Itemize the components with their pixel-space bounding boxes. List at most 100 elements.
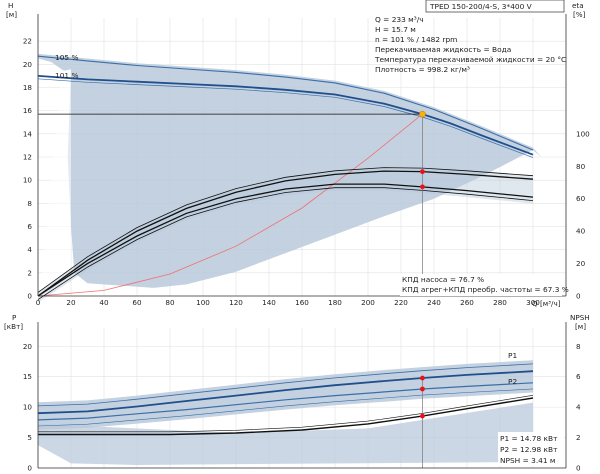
npsh-upper-curve bbox=[38, 395, 534, 433]
flow-tick-label: 120 bbox=[229, 298, 243, 307]
curve-label-105: 105 % bbox=[55, 53, 78, 62]
power-values: P1 = 14.78 кВт P2 = 12.98 кВт NPSH = 3.4… bbox=[498, 432, 564, 466]
head-curve-105 bbox=[37, 55, 534, 151]
info-temperature: Температура перекачиваемой жидкости = 20… bbox=[374, 55, 566, 64]
efficiency-operating-envelope bbox=[38, 167, 533, 303]
flow-tick-label: 140 bbox=[262, 298, 276, 307]
power-npsh-panel: 0 5 10 15 20 0 2 4 6 8 P [кВт] NPSH [м] P1 P2 P1 … bbox=[4, 313, 590, 473]
flow-tick-label: 260 bbox=[460, 298, 474, 307]
eta-tick-label: 0 bbox=[576, 292, 581, 301]
flow-tick-label: 160 bbox=[295, 298, 309, 307]
npsh-tick-label: 2 bbox=[576, 433, 581, 442]
power-tick-label: 5 bbox=[27, 433, 32, 442]
efficiency-annotations: КПД насоса = 76.7 % КПД агрег+КПД преобр… bbox=[400, 274, 569, 296]
p1-duty-point bbox=[420, 375, 425, 381]
p2-duty-point bbox=[420, 386, 425, 392]
flow-tick-label: 300 bbox=[526, 298, 540, 307]
info-flow: Q = 233 м³/ч bbox=[375, 15, 424, 24]
power-tick-label: 10 bbox=[23, 403, 33, 412]
efficiency-range-area bbox=[38, 167, 533, 303]
efficiency-curve bbox=[37, 187, 534, 300]
pump-efficiency-label: КПД насоса = 76.7 % bbox=[402, 275, 484, 284]
eta-tick-label: 40 bbox=[576, 227, 586, 236]
pump-efficiency-point bbox=[420, 169, 425, 175]
flow-tick-label: 80 bbox=[165, 298, 175, 307]
flow-tick-label: 0 bbox=[36, 298, 41, 307]
operating-info: Q = 233 м³/ч H = 15.7 м n = 101 % / 1482… bbox=[374, 15, 566, 74]
power-curves bbox=[37, 363, 534, 436]
head-tick-label: 18 bbox=[23, 83, 33, 92]
power-chart-axes bbox=[37, 322, 567, 469]
head-tick-label: 10 bbox=[23, 176, 33, 185]
head-tick-label: 22 bbox=[23, 37, 32, 46]
p2-value: P2 = 12.98 кВт bbox=[500, 445, 558, 454]
p1-curve bbox=[37, 370, 534, 415]
npsh-axis-symbol: NPSH bbox=[570, 313, 590, 322]
npsh-duty-point bbox=[420, 413, 425, 419]
p2-lower-curve bbox=[37, 388, 534, 427]
system-curve bbox=[37, 113, 423, 297]
npsh-tick-label: 0 bbox=[576, 464, 581, 473]
efficiency-curve bbox=[37, 183, 534, 297]
eta-tick-label: 60 bbox=[576, 194, 586, 203]
head-tick-label: 12 bbox=[23, 153, 32, 162]
power-tick-label: 20 bbox=[23, 342, 33, 351]
flow-tick-label: 60 bbox=[132, 298, 142, 307]
head-tick-label: 16 bbox=[23, 106, 33, 115]
p2-curve-label: P2 bbox=[508, 377, 517, 386]
duty-point bbox=[419, 110, 426, 118]
total-efficiency-label: КПД агрег+КПД преобр. частоты = 67.3 % bbox=[402, 285, 569, 294]
npsh-curve bbox=[38, 397, 534, 436]
flow-axis-label: Q [м³/ч] bbox=[532, 299, 561, 308]
npsh-tick-label: 4 bbox=[576, 403, 581, 412]
p1-curve-label: P1 bbox=[508, 351, 517, 360]
info-speed: n = 101 % / 1482 rpm bbox=[375, 35, 457, 44]
npsh-axis-unit: [м] bbox=[575, 322, 586, 331]
p2-curve bbox=[37, 382, 534, 421]
head-axis-symbol: H bbox=[8, 1, 13, 10]
total-efficiency-point bbox=[420, 184, 425, 190]
flow-tick-label: 240 bbox=[427, 298, 441, 307]
power-chart-tick-labels: 0 5 10 15 20 0 2 4 6 8 bbox=[23, 342, 581, 473]
head-axis-unit: [м] bbox=[6, 10, 17, 19]
eta-axis-symbol: eta bbox=[572, 1, 584, 10]
info-head: H = 15.7 м bbox=[375, 25, 416, 34]
head-curve-101 bbox=[37, 75, 534, 156]
low-flow-area bbox=[41, 70, 71, 285]
npsh-tick-label: 8 bbox=[576, 342, 581, 351]
npsh-tick-label: 6 bbox=[576, 372, 581, 381]
head-curves bbox=[37, 55, 534, 300]
npsh-value: NPSH = 3.41 м bbox=[500, 456, 556, 465]
head-tick-label: 8 bbox=[27, 199, 32, 208]
head-tick-label: 4 bbox=[27, 245, 32, 254]
power-tick-label: 15 bbox=[23, 372, 32, 381]
eta-tick-label: 80 bbox=[576, 162, 586, 171]
power-operating-envelope bbox=[38, 360, 533, 465]
eta-tick-label: 100 bbox=[576, 129, 590, 138]
power-duty-marks bbox=[420, 375, 425, 468]
flow-tick-label: 220 bbox=[394, 298, 408, 307]
flow-tick-label: 100 bbox=[196, 298, 210, 307]
power-axis-unit: [кВт] bbox=[4, 322, 23, 331]
head-tick-label: 6 bbox=[27, 222, 32, 231]
curve-label-101: 101 % bbox=[55, 71, 78, 80]
head-tick-label: 20 bbox=[23, 60, 33, 69]
duty-point-marks bbox=[38, 110, 426, 296]
power-range-area bbox=[38, 360, 533, 430]
eta-tick-label: 20 bbox=[576, 259, 586, 268]
eta-axis-unit: [%] bbox=[573, 10, 586, 19]
flow-tick-label: 280 bbox=[493, 298, 507, 307]
power-tick-label: 0 bbox=[27, 464, 32, 473]
head-tick-label: 0 bbox=[27, 292, 32, 301]
efficiency-curve bbox=[37, 170, 534, 297]
flow-tick-label: 200 bbox=[361, 298, 375, 307]
flow-tick-label: 40 bbox=[99, 298, 109, 307]
power-axis-symbol: P bbox=[12, 313, 17, 322]
npsh-range-area bbox=[38, 402, 533, 465]
head-tick-label: 14 bbox=[23, 129, 33, 138]
head-tick-label: 2 bbox=[27, 268, 32, 277]
efficiency-curve bbox=[37, 167, 534, 293]
info-density: Плотность = 998.2 кг/м³ bbox=[375, 65, 470, 74]
